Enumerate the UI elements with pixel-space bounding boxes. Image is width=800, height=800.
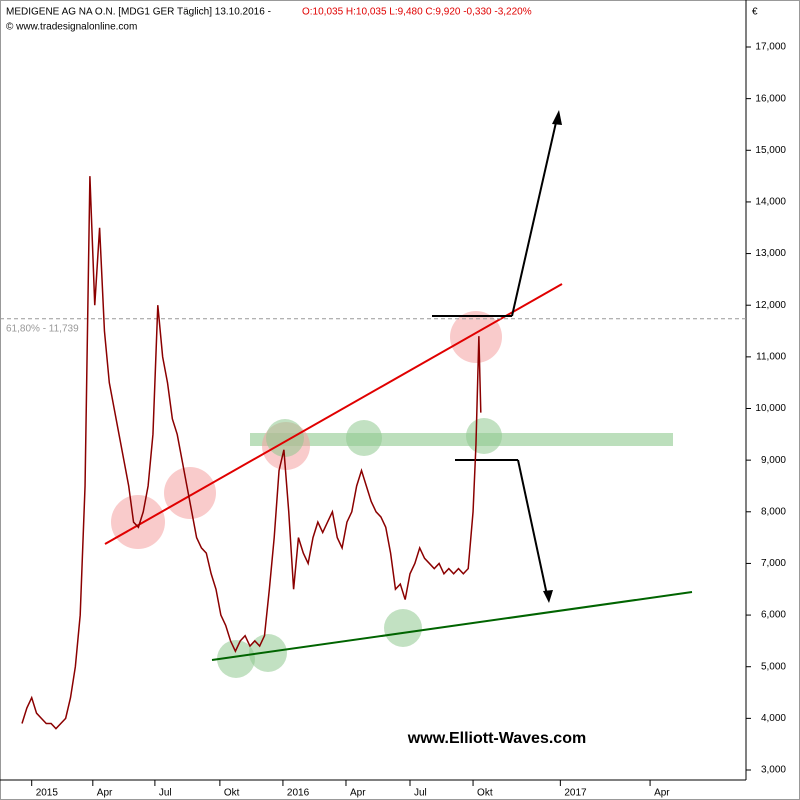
- price-line: [21, 176, 482, 730]
- x-tick-label: Okt: [477, 788, 493, 799]
- arrow-head: [543, 590, 553, 603]
- y-tick-label: 11,000: [756, 351, 786, 362]
- x-tick-label: Apr: [350, 788, 366, 799]
- currency: €: [752, 7, 758, 18]
- arrow: [511, 117, 558, 317]
- y-tick-label: 10,000: [755, 403, 786, 414]
- y-tick-label: 4,000: [761, 713, 786, 724]
- circle: [466, 418, 502, 454]
- y-tick-label: 13,000: [755, 248, 786, 259]
- x-tick-label: 2015: [36, 788, 59, 799]
- x-tick-label: Apr: [97, 788, 113, 799]
- y-tick-label: 8,000: [761, 506, 786, 517]
- quote: O:10,035 H:10,035 L:9,480 C:9,920 -0,330…: [302, 7, 532, 18]
- x-tick-label: Jul: [414, 788, 427, 799]
- y-tick-label: 17,000: [755, 42, 786, 53]
- y-tick-label: 15,000: [755, 145, 786, 156]
- x-tick-label: 2017: [564, 788, 587, 799]
- circle: [266, 419, 304, 457]
- drawings: [104, 110, 693, 678]
- x-tick-label: 2016: [287, 788, 310, 799]
- fib-label: 61,80% - 11,739: [6, 323, 79, 334]
- trend-line: [211, 591, 693, 661]
- circle: [346, 420, 382, 456]
- y-tick-label: 12,000: [755, 300, 786, 311]
- x-tick-label: Jul: [159, 788, 172, 799]
- support-band: [250, 433, 673, 446]
- header: MEDIGENE AG NA O.N. [MDG1 GER Täglich] 1…: [6, 7, 271, 18]
- x-tick-label: Okt: [224, 788, 240, 799]
- watermark: www.Elliott-Waves.com: [407, 730, 586, 747]
- trend-line: [104, 283, 563, 545]
- circle: [450, 311, 502, 363]
- circle: [164, 467, 216, 519]
- y-tick-label: 14,000: [755, 197, 786, 208]
- y-tick-label: 3,000: [761, 765, 786, 776]
- circle: [111, 495, 165, 549]
- y-tick-label: 5,000: [761, 661, 786, 672]
- arrow-head: [552, 110, 562, 125]
- x-tick-label: Apr: [654, 788, 670, 799]
- arrow: [517, 459, 548, 596]
- y-tick-label: 6,000: [761, 610, 786, 621]
- y-tick-label: 9,000: [761, 455, 786, 466]
- y-tick-label: 7,000: [761, 558, 786, 569]
- y-tick-label: 16,000: [755, 93, 786, 104]
- source: © www.tradesignalonline.com: [6, 22, 137, 33]
- circle: [217, 640, 255, 678]
- circle: [384, 609, 422, 647]
